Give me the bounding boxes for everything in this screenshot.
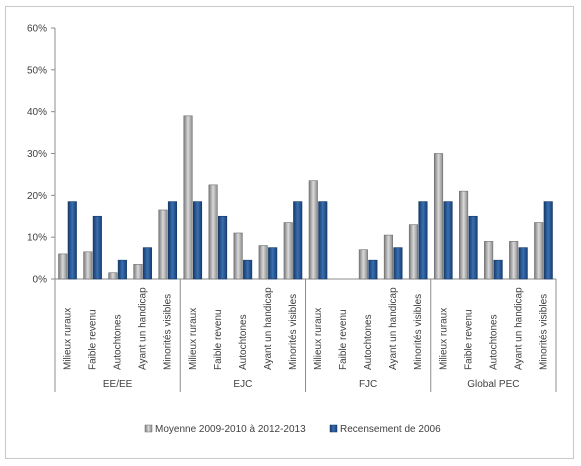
category-label: Ayant un handicap xyxy=(263,287,274,370)
y-tick-label: 60% xyxy=(27,24,47,35)
bar-recensement xyxy=(443,201,453,280)
category-label: Faible revenu xyxy=(338,309,349,370)
category-label: Autochtones xyxy=(238,314,249,370)
y-tick-label: 20% xyxy=(27,191,47,202)
category-label: Autochtones xyxy=(488,314,499,370)
bar-recensement xyxy=(543,201,553,280)
y-tick-label: 30% xyxy=(27,149,47,160)
bar-moyenne xyxy=(58,253,68,280)
bar-moyenne xyxy=(258,245,268,280)
bar-moyenne xyxy=(108,272,118,280)
group-label: EJC xyxy=(233,379,252,390)
legend-swatch xyxy=(329,424,338,433)
bar-moyenne xyxy=(83,251,93,280)
legend-label: Recensement de 2006 xyxy=(340,424,441,435)
bar-moyenne xyxy=(233,232,243,280)
bar-recensement xyxy=(142,247,152,280)
bar-moyenne xyxy=(509,241,519,280)
category-label: Faible revenu xyxy=(463,309,474,370)
bar-recensement xyxy=(493,259,503,280)
category-label: Autochtones xyxy=(113,314,124,370)
y-tick-label: 50% xyxy=(27,65,47,76)
category-label: Ayant un handicap xyxy=(138,287,149,370)
bar-recensement xyxy=(243,259,253,280)
category-label: Faible revenu xyxy=(213,309,224,370)
bar-recensement xyxy=(192,201,203,280)
legend-label: Moyenne 2009-2010 à 2012-2013 xyxy=(155,424,306,435)
group-label: FJC xyxy=(359,379,377,390)
bar-moyenne xyxy=(383,234,393,280)
bar-moyenne xyxy=(308,180,318,280)
category-label: Minorités visibles xyxy=(288,294,299,370)
category-label: Minorités visibles xyxy=(163,294,174,370)
bar-moyenne xyxy=(534,222,544,280)
bar-moyenne xyxy=(158,209,168,280)
bar-moyenne xyxy=(283,222,293,280)
bar-recensement xyxy=(318,201,328,280)
category-label: Minorités visibles xyxy=(538,294,549,370)
category-label: Ayant un handicap xyxy=(388,287,399,370)
group-label: Global PEC xyxy=(467,379,519,390)
category-label: Milieux ruraux xyxy=(63,308,74,370)
y-tick-label: 0% xyxy=(33,275,48,286)
chart-bars xyxy=(58,115,553,280)
bar-moyenne xyxy=(133,264,143,280)
category-label: Faible revenu xyxy=(88,309,99,370)
bar-moyenne xyxy=(208,184,218,280)
bar-moyenne xyxy=(484,241,494,280)
category-label: Ayant un handicap xyxy=(513,287,524,370)
bar-recensement xyxy=(393,247,403,280)
bar-recensement xyxy=(518,247,528,280)
category-label: Milieux ruraux xyxy=(188,308,199,370)
bar-recensement xyxy=(67,201,77,280)
bar-recensement xyxy=(218,215,228,280)
y-tick-label: 10% xyxy=(27,233,47,244)
bar-recensement xyxy=(293,201,303,280)
category-label: Milieux ruraux xyxy=(438,308,449,370)
bar-recensement xyxy=(418,201,428,280)
bar-moyenne xyxy=(459,190,469,280)
bar-recensement xyxy=(117,259,127,280)
bar-moyenne xyxy=(358,249,368,280)
bar-moyenne xyxy=(408,224,419,280)
bar-recensement xyxy=(268,247,278,280)
bar-recensement xyxy=(368,259,378,280)
category-label: Minorités visibles xyxy=(413,294,424,370)
bar-recensement xyxy=(167,201,178,280)
bar-recensement xyxy=(92,215,102,280)
bar-recensement xyxy=(468,215,478,280)
category-label: Autochtones xyxy=(363,314,374,370)
bar-moyenne xyxy=(433,153,444,280)
chart-legend: Moyenne 2009-2010 à 2012-2013 Recensement… xyxy=(144,424,441,435)
chart-labels: EE/EE Milieux ruraux Faible revenu Autochto… xyxy=(63,287,550,390)
group-label: EE/EE xyxy=(103,379,133,390)
legend-swatch xyxy=(144,424,153,433)
category-label: Milieux ruraux xyxy=(313,308,324,370)
bar-moyenne xyxy=(183,115,193,280)
y-tick-label: 40% xyxy=(27,107,47,118)
